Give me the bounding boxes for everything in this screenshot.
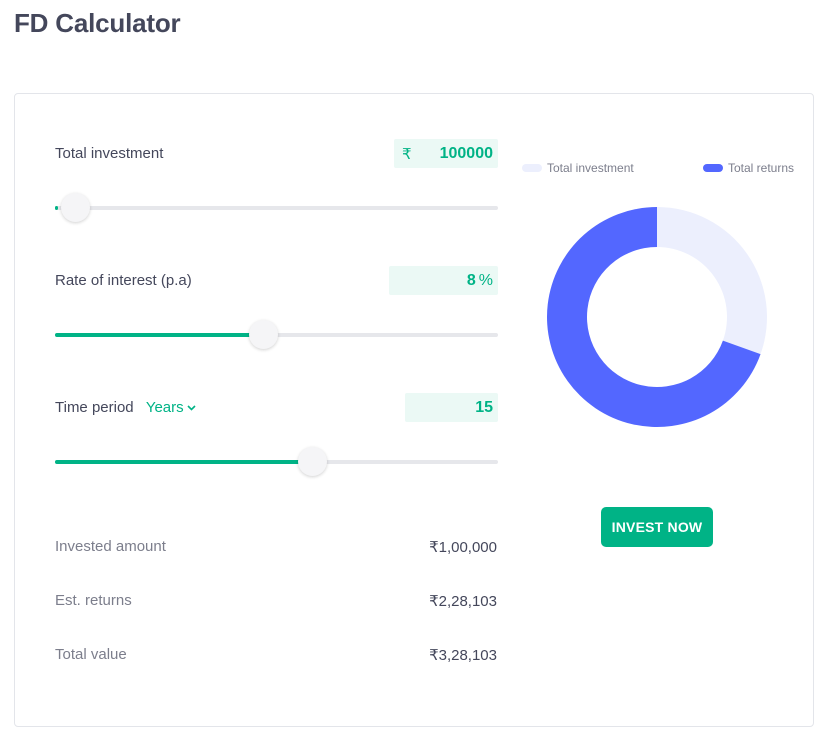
- investment-label: Total investment: [55, 145, 164, 162]
- invested-amount-label: Invested amount: [55, 538, 166, 555]
- period-slider-thumb[interactable]: [297, 447, 327, 476]
- rupee-symbol: ₹: [402, 145, 412, 163]
- period-slider-fill: [55, 460, 312, 464]
- legend-investment-swatch: [522, 164, 542, 172]
- page-title: FD Calculator: [14, 8, 181, 38]
- investment-slider-thumb[interactable]: [61, 193, 91, 222]
- rate-slider[interactable]: [55, 320, 498, 349]
- period-label-row: Time period Years: [55, 399, 196, 416]
- period-input[interactable]: 15: [405, 393, 498, 422]
- chevron-down-icon: [187, 404, 196, 411]
- period-label: Time period: [55, 399, 134, 416]
- rate-value: 8: [466, 271, 476, 289]
- invest-now-button[interactable]: INVEST NOW: [601, 507, 713, 547]
- calculator-card: Total investment ₹ 100000 Rate of intere…: [14, 93, 814, 727]
- investment-slider[interactable]: [55, 193, 498, 222]
- rate-slider-fill: [55, 333, 264, 337]
- donut-slice-investment: [657, 207, 767, 355]
- donut-slice-returns: [547, 207, 761, 427]
- investment-slider-fill: [55, 206, 58, 210]
- est-returns-value: ₹2,28,103: [429, 593, 497, 610]
- percent-unit: %: [478, 271, 493, 289]
- rate-input[interactable]: 8 %: [389, 266, 498, 295]
- period-unit-dropdown[interactable]: Years: [146, 399, 196, 416]
- legend-returns-swatch: [703, 164, 723, 172]
- invested-amount-value: ₹1,00,000: [429, 539, 497, 556]
- legend-returns-label: Total returns: [728, 161, 795, 175]
- total-value-label: Total value: [55, 646, 127, 663]
- est-returns-label: Est. returns: [55, 592, 132, 609]
- legend-investment-label: Total investment: [547, 161, 634, 175]
- investment-value: 100000: [439, 144, 493, 162]
- rate-slider-thumb[interactable]: [249, 320, 279, 349]
- legend-returns: Total returns: [703, 161, 794, 175]
- rate-label: Rate of interest (p.a): [55, 272, 192, 289]
- period-unit-value: Years: [145, 399, 184, 416]
- period-slider[interactable]: [55, 447, 498, 476]
- donut-chart: [547, 207, 767, 427]
- legend-investment: Total investment: [522, 161, 634, 175]
- total-value-value: ₹3,28,103: [429, 647, 497, 664]
- investment-input[interactable]: ₹ 100000: [394, 139, 498, 168]
- period-value: 15: [475, 398, 493, 416]
